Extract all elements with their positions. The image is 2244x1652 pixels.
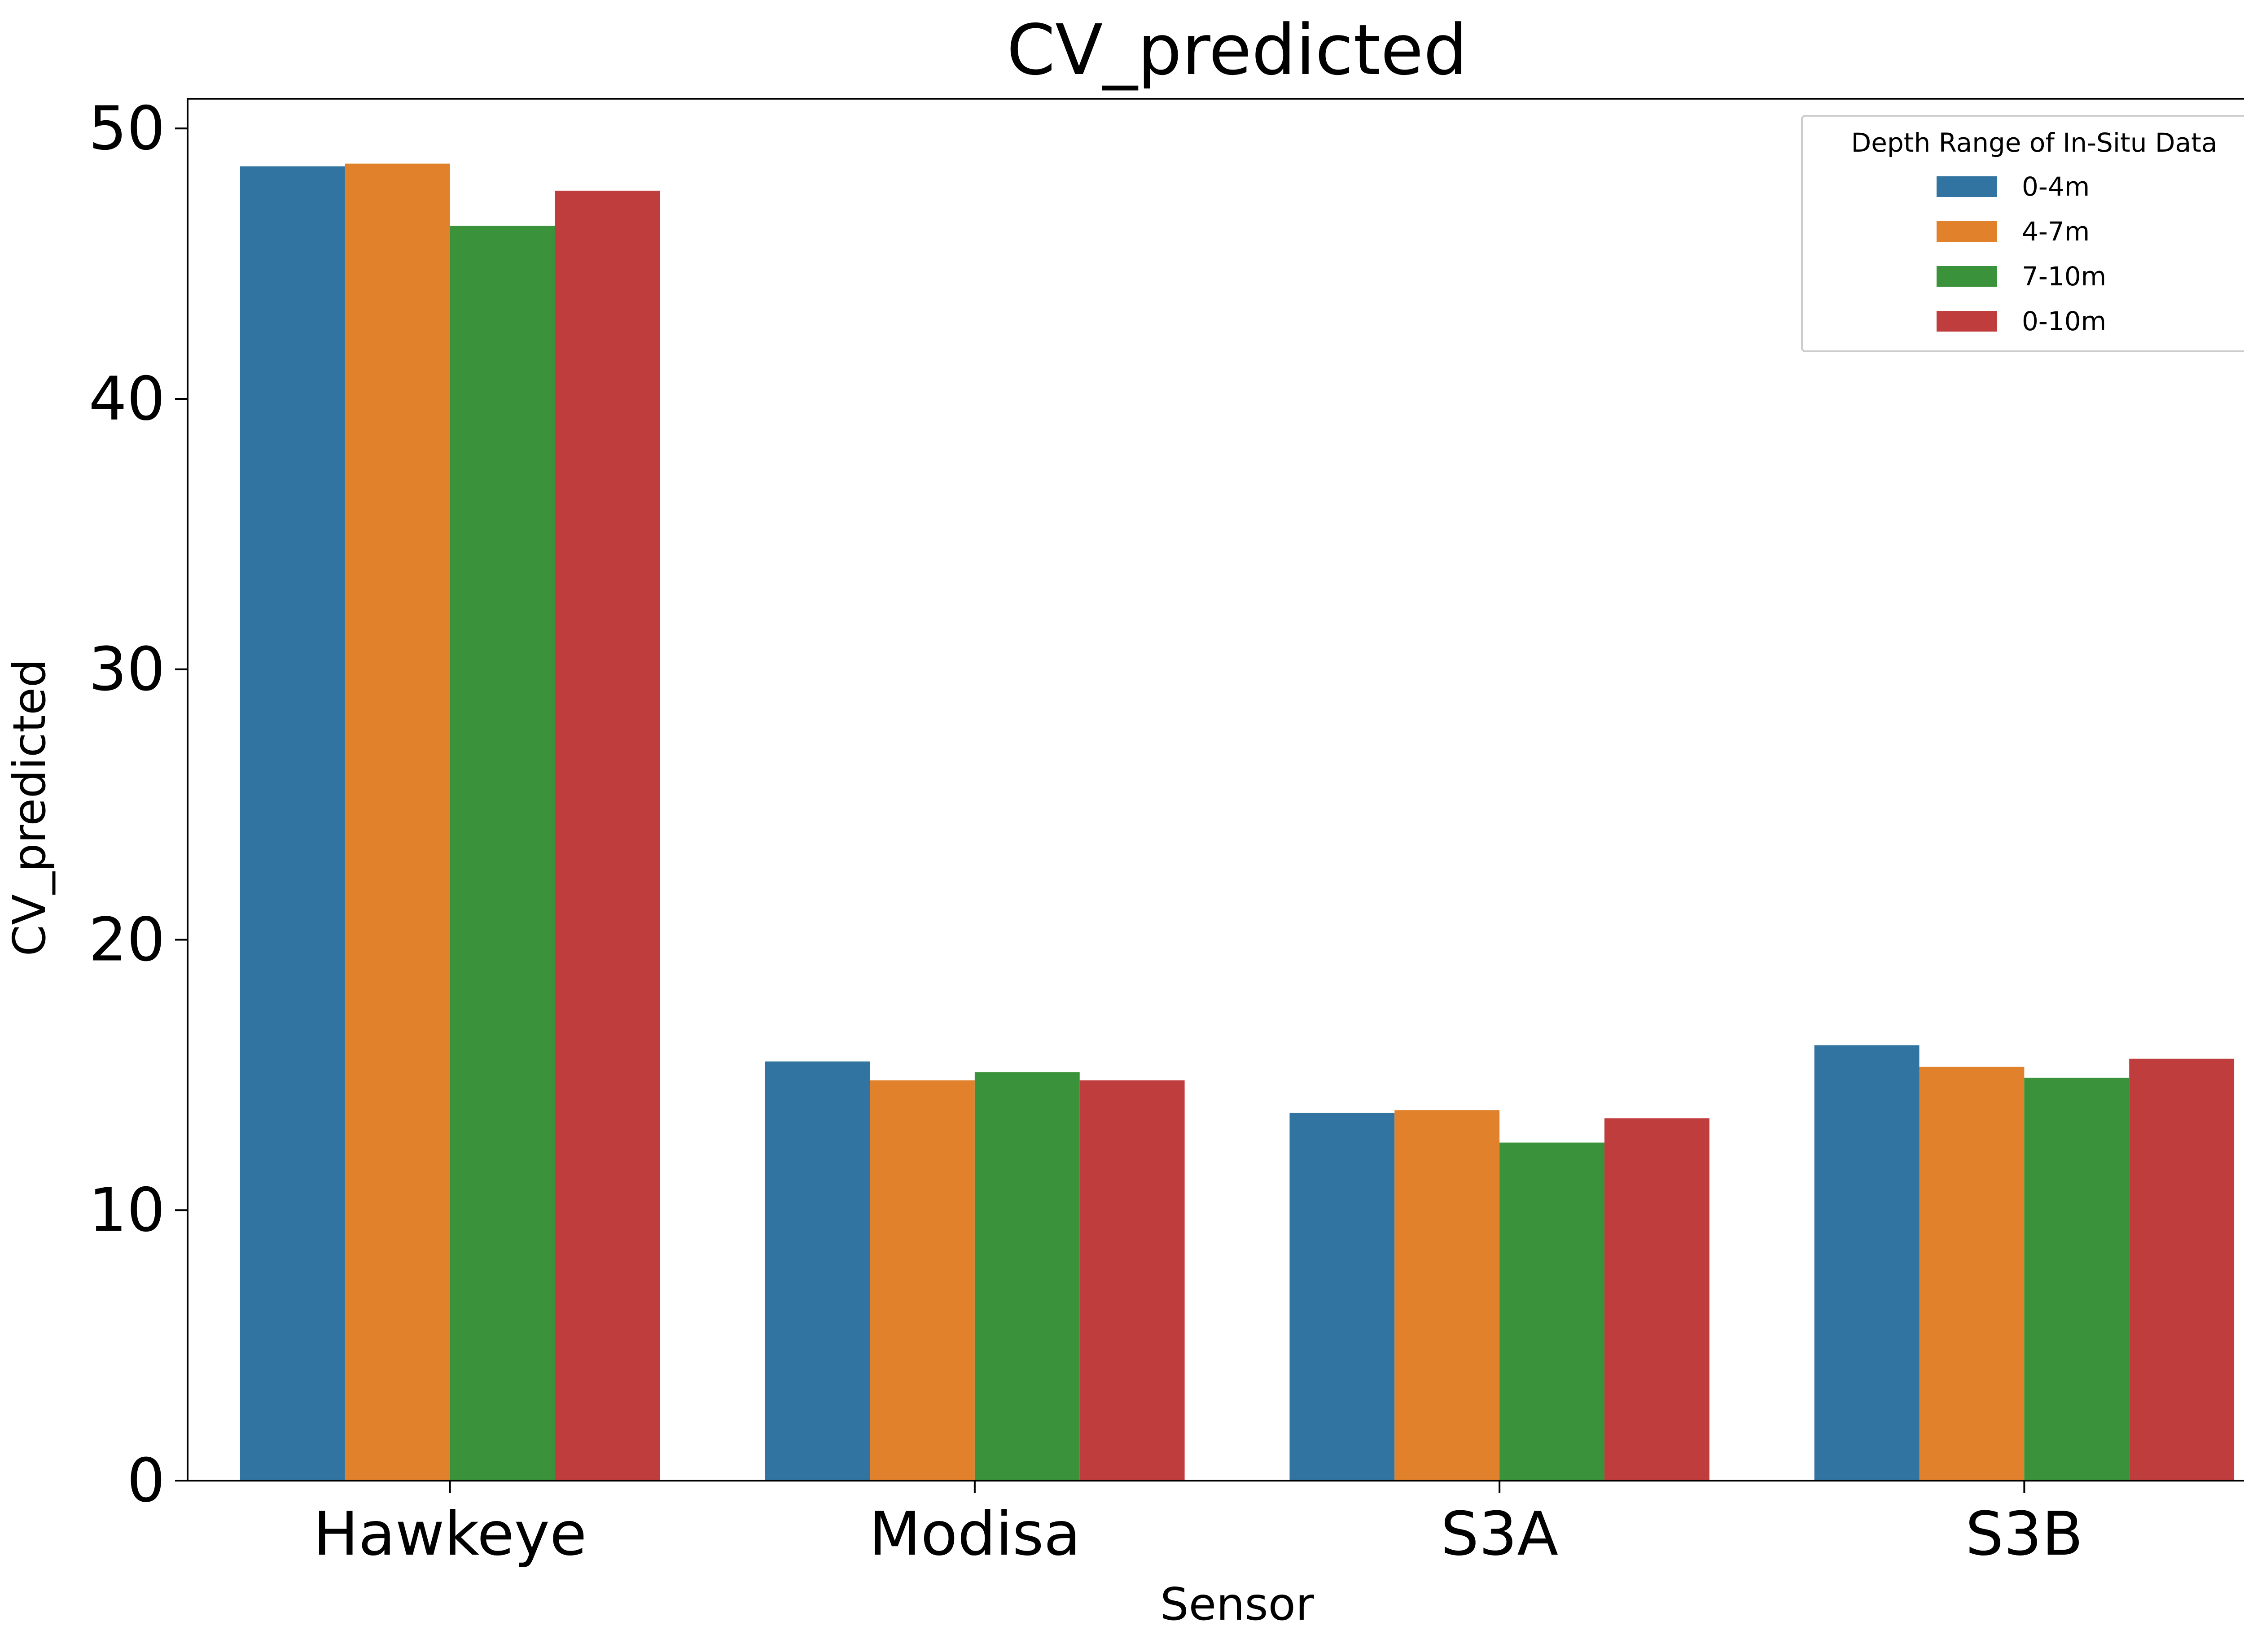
plot-frame	[187, 98, 2244, 1482]
y-tick-label: 10	[88, 1175, 165, 1245]
chart-title: CV_predicted	[1007, 9, 1468, 91]
bars-layer	[240, 163, 2235, 1481]
x-tick-label: S3A	[1441, 1499, 1558, 1569]
y-axis: 0 10 20 30 40 50	[88, 93, 188, 1516]
y-tick-label: 30	[88, 634, 165, 704]
bar-s3b-0-10m	[2129, 1058, 2235, 1481]
bar-s3a-7-10m	[1499, 1142, 1604, 1481]
bar-hawkeye-0-10m	[555, 190, 660, 1481]
legend-label-0-10m: 0-10m	[2022, 306, 2106, 337]
bar-s3b-4-7m	[1919, 1066, 2025, 1481]
legend-swatch-7-10m	[1937, 266, 1997, 287]
legend-label-7-10m: 7-10m	[2022, 261, 2106, 292]
legend-swatch-0-10m	[1937, 311, 1997, 332]
bar-modisa-0-4m	[765, 1061, 870, 1481]
bar-modisa-4-7m	[870, 1080, 975, 1481]
x-axis: Hawkeye Modisa S3A S3B	[313, 1481, 2083, 1569]
legend: Depth Range of In-Situ Data 0-4m 4-7m 7-10…	[1801, 115, 2244, 352]
y-tick-label: 50	[88, 93, 165, 163]
x-tick-label: Hawkeye	[313, 1499, 587, 1569]
bar-modisa-7-10m	[974, 1072, 1080, 1481]
bar-s3b-0-4m	[1814, 1045, 1920, 1481]
legend-swatch-4-7m	[1937, 221, 1997, 242]
y-tick-label: 20	[88, 905, 165, 975]
bar-s3a-4-7m	[1394, 1110, 1500, 1481]
y-tick-label: 40	[88, 364, 165, 434]
bar-hawkeye-7-10m	[450, 226, 555, 1481]
legend-swatch-0-4m	[1937, 176, 1997, 197]
legend-title: Depth Range of In-Situ Data	[1851, 127, 2218, 158]
legend-label-0-4m: 0-4m	[2022, 171, 2090, 202]
x-axis-label: Sensor	[1160, 1578, 1315, 1630]
bar-s3a-0-4m	[1289, 1113, 1395, 1481]
y-tick-label: 0	[127, 1446, 165, 1516]
bar-s3b-7-10m	[2024, 1077, 2130, 1481]
legend-box	[1801, 115, 2244, 352]
bar-hawkeye-4-7m	[345, 163, 450, 1481]
x-tick-label: Modisa	[869, 1499, 1081, 1569]
x-tick-label: S3B	[1965, 1499, 2083, 1569]
bar-hawkeye-0-4m	[240, 166, 345, 1481]
y-axis-label: CV_predicted	[3, 659, 56, 957]
legend-label-4-7m: 4-7m	[2022, 216, 2090, 247]
bar-s3a-0-10m	[1604, 1118, 1709, 1481]
bar-modisa-0-10m	[1079, 1080, 1185, 1481]
